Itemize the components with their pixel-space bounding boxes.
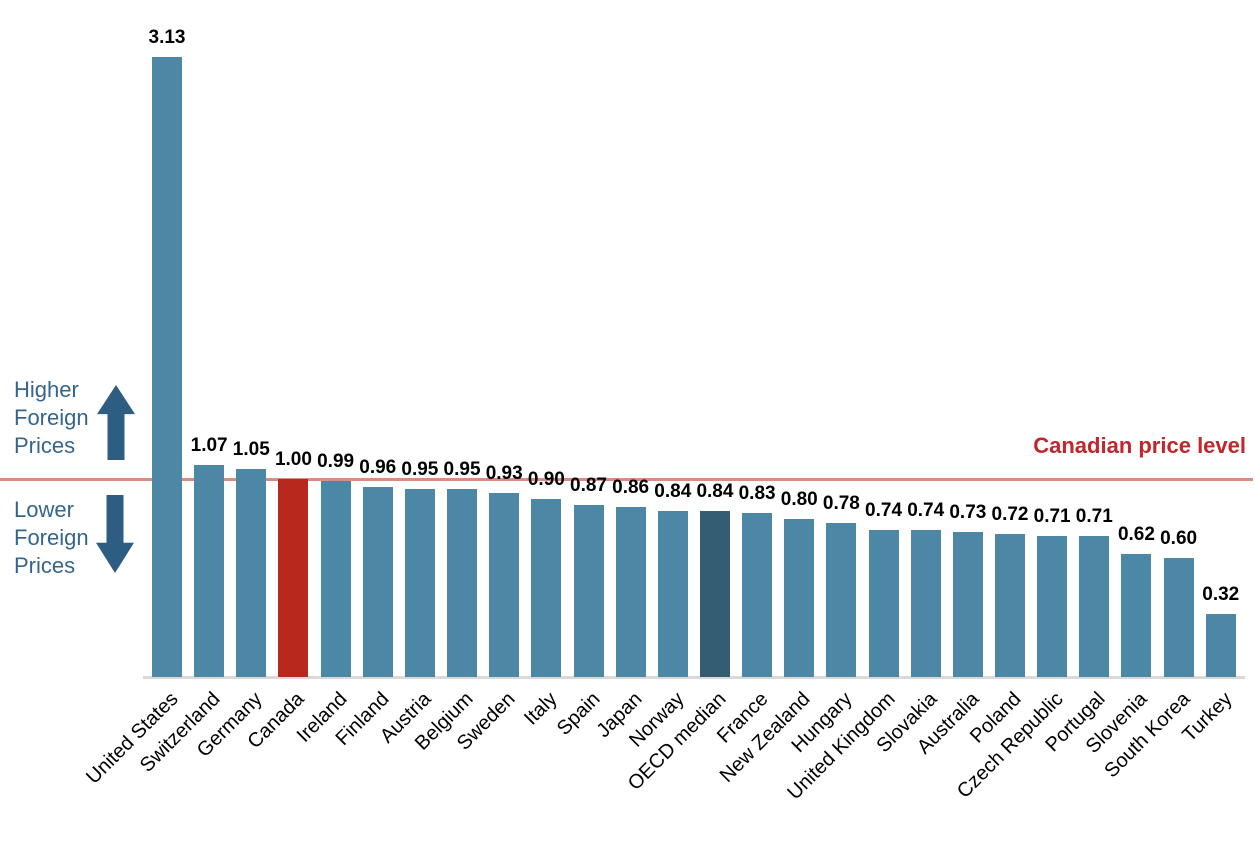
bar-spain [573,504,604,677]
annotation-line: Foreign [14,405,89,430]
bar-portugal [1079,536,1110,677]
down-arrow-icon [96,495,134,573]
bar-value-label: 0.74 [865,500,903,522]
annotation-line: Higher [14,377,79,402]
canadian-price-level-label: Canadian price level [1033,433,1246,458]
bar-hungary [826,522,857,677]
bar-value-label: 0.96 [359,456,397,478]
bar-value-label: 0.60 [1160,528,1198,550]
bar-canada [278,479,309,677]
bar-japan [615,506,646,677]
annotation-line: Prices [14,433,76,458]
bar-value-label: 0.95 [443,458,481,480]
bar-value-label: 0.62 [1117,524,1155,546]
bar-sweden [489,492,520,677]
bar-value-label: 3.13 [148,27,186,49]
bar-switzerland [194,465,225,677]
bar-united-kingdom [868,530,899,677]
bar-value-label: 0.74 [907,500,945,522]
annotation-line: Lower [14,497,74,522]
bar-new-zealand [784,518,815,677]
bar-value-label: 0.71 [1033,506,1071,528]
bar-value-label: 0.72 [991,504,1029,526]
higher-foreign-prices-annotation: Higher Foreign Prices [14,376,89,460]
bar-value-label: 0.99 [317,450,355,472]
bar-finland [362,486,393,677]
bar-value-label: 0.90 [527,468,565,490]
bar-value-label: 0.71 [1075,506,1113,528]
bar-value-label: 0.95 [401,458,439,480]
bar-united-states [152,57,182,677]
bar-norway [657,510,688,677]
bar-value-label: 0.78 [822,492,860,514]
bar-australia [952,532,983,677]
bar-ireland [320,480,351,677]
bar-turkey [1205,613,1236,677]
bar-slovenia [1121,554,1152,677]
bar-germany [236,469,267,677]
bar-france [742,512,773,677]
bar-value-label: 0.84 [654,480,692,502]
bar-value-label: 0.80 [780,488,818,510]
bar-value-label: 0.84 [696,480,734,502]
up-arrow-icon [97,385,135,460]
bar-south-korea [1163,558,1194,677]
x-axis-line [143,676,1245,679]
bar-value-label: 0.73 [949,502,987,524]
bar-italy [531,498,562,677]
bar-value-label: 1.00 [274,449,312,470]
bar-slovakia [910,530,941,677]
annotation-line: Prices [14,553,76,578]
bar-value-label: 0.93 [485,462,523,484]
bar-value-label: 0.87 [570,474,607,496]
bar-value-label: 1.05 [232,439,270,461]
lower-foreign-prices-annotation: Lower Foreign Prices [14,496,89,580]
bar-oecd-median [699,510,730,677]
bar-czech-republic [1037,536,1068,677]
bar-austria [404,488,435,677]
bar-poland [995,534,1025,677]
bar-value-label: 1.07 [190,435,228,457]
bar-belgium [447,488,478,677]
canadian-price-level-line [0,478,1253,481]
bar-value-label: 0.83 [738,482,776,504]
bar-value-label: 0.86 [612,476,650,498]
bar-value-label: 0.32 [1202,583,1240,605]
annotation-line: Foreign [14,525,89,550]
